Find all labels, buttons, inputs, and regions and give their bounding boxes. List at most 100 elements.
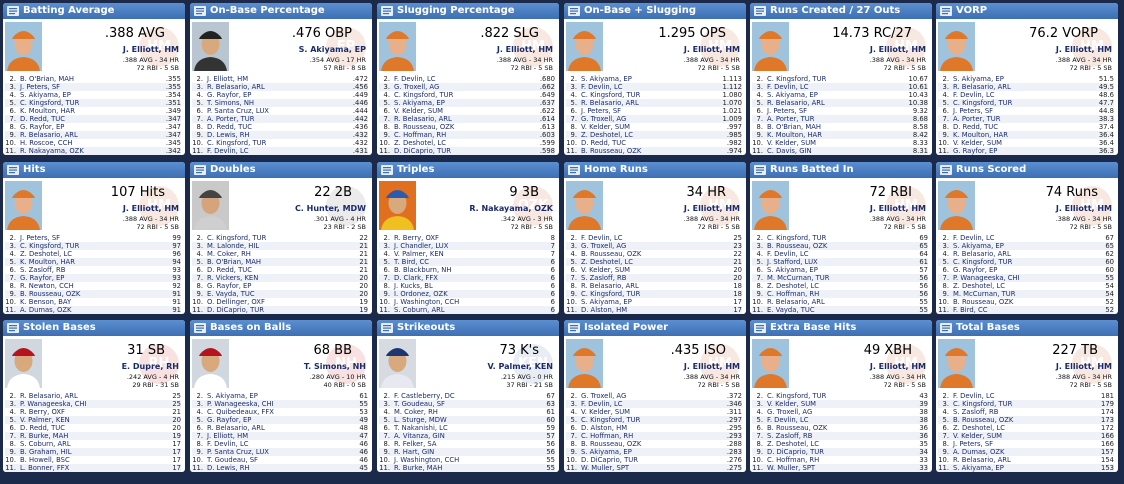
player-name[interactable]: D. Redd, TUC <box>953 123 998 131</box>
list-item[interactable]: 8. R. Newton, CCH 92 <box>5 282 182 290</box>
list-item[interactable]: 5. T. Simons, NH .446 <box>192 99 368 107</box>
list-item[interactable]: 7. P. Wanageeska, CHI 55 <box>938 274 1114 282</box>
player-name[interactable]: A. Porter, TUR <box>953 115 1001 123</box>
player-name[interactable]: G. Troxell, AG <box>581 115 627 123</box>
player-name[interactable]: V. Palmer, KEN <box>20 416 70 424</box>
panel-header[interactable]: Doubles <box>190 162 372 178</box>
list-item[interactable]: 5. G. Rayfor, EP 49 <box>192 416 368 424</box>
player-name[interactable]: Z. Deshotel, LC <box>767 282 819 290</box>
leader-name[interactable]: J. Elliott, HM <box>869 362 926 371</box>
list-item[interactable]: 5. J. Stafford, LUX 61 <box>752 258 928 266</box>
player-name[interactable]: J. Peters, SF <box>953 107 994 115</box>
player-name[interactable]: T. Simons, NH <box>207 99 255 107</box>
player-name[interactable]: M. Lalonde, HIL <box>207 242 260 250</box>
player-name[interactable]: R. Burke, MAH <box>394 464 443 472</box>
player-name[interactable]: C. Kingsford, TUR <box>953 258 1013 266</box>
player-name[interactable]: P. Wanageeska, CHI <box>953 274 1020 282</box>
list-item[interactable]: 11. G. Rayfor, EP 36.3 <box>938 147 1114 155</box>
leader-block[interactable]: KEN 73 K's V. Palmer, KEN .215 AVG - 0 HR 37… <box>377 337 559 391</box>
player-name[interactable]: S. Akiyama, EP <box>581 448 632 456</box>
player-name[interactable]: D. DiCaprio, TUR <box>394 147 451 155</box>
player-name[interactable]: E. Vayda, TUC <box>207 290 255 298</box>
leader-block[interactable]: HM 49 XBH J. Elliott, HM .388 AVG - 34 HR 72… <box>750 337 932 391</box>
list-item[interactable]: 11. C. Davis, GIN 8.31 <box>752 147 928 155</box>
player-name[interactable]: C. Kingsford, TUR <box>20 242 80 250</box>
player-photo[interactable] <box>752 22 789 71</box>
player-name[interactable]: S. Zasloff, RB <box>953 408 999 416</box>
player-name[interactable]: T. Goudeau, SF <box>394 400 445 408</box>
player-name[interactable]: S. Coburn, ARL <box>20 440 71 448</box>
player-name[interactable]: R. Vickers, KEN <box>207 274 259 282</box>
player-name[interactable]: D. Alston, HM <box>581 424 628 432</box>
list-item[interactable]: 11. W. Muller, SPT 33 <box>752 464 928 472</box>
player-name[interactable]: F. Devlin, LC <box>767 416 809 424</box>
leader-block[interactable]: OZK 9 3B R. Nakayama, OZK .342 AVG - 3 HR 72… <box>377 179 559 233</box>
list-item[interactable]: 4. C. Quibedeaux, FFX 53 <box>192 408 369 416</box>
player-name[interactable]: A. Dumas, OZK <box>20 306 72 314</box>
list-item[interactable]: 11. A. Dumas, OZK 91 <box>5 306 181 314</box>
player-name[interactable]: K. Moulton, HAR <box>20 107 75 115</box>
list-item[interactable]: 8. B. Rousseau, OZK .288 <box>566 440 743 448</box>
list-item[interactable]: 5. R. Belasario, ARL 10.38 <box>752 99 928 107</box>
list-item[interactable]: 3. F. Devlin, LC 1.112 <box>566 83 742 91</box>
list-item[interactable]: 9. I. Ordonez, OZK 6 <box>379 290 555 298</box>
list-item[interactable]: 10. K. Benson, BAY 91 <box>5 298 181 306</box>
player-photo[interactable] <box>379 22 416 71</box>
panel-header[interactable]: Slugging Percentage <box>377 3 559 19</box>
list-item[interactable]: 2. B. O'Brian, MAH .355 <box>5 75 182 83</box>
player-name[interactable]: V. Kelder, SUM <box>581 123 631 131</box>
player-name[interactable]: K. Moulton, HAR <box>20 258 75 266</box>
leader-name[interactable]: T. Simons, NH <box>303 362 366 371</box>
player-name[interactable]: J. Stafford, LUX <box>767 258 818 266</box>
list-item[interactable]: 2. C. Kingsford, TUR 10.67 <box>752 75 929 83</box>
player-name[interactable]: V. Kelder, SUM <box>581 266 631 274</box>
list-item[interactable]: 3. F. Devlin, LC 10.61 <box>752 83 928 91</box>
list-item[interactable]: 8. G. Rayfor, EP .347 <box>5 123 182 131</box>
player-name[interactable]: Z. Deshotel, LC <box>20 250 72 258</box>
list-item[interactable]: 8. J. Kucks, BL 6 <box>379 282 556 290</box>
list-item[interactable]: 10. B. Rousseau, OZK 52 <box>938 298 1114 306</box>
player-name[interactable]: G. Troxell, AG <box>394 83 440 91</box>
player-name[interactable]: D. Lewis, RH <box>207 464 250 472</box>
list-item[interactable]: 11. F. Devlin, LC .431 <box>192 147 368 155</box>
leader-name[interactable]: J. Elliott, HM <box>496 45 553 54</box>
list-item[interactable]: 9. R. Belasario, ARL .347 <box>5 131 181 139</box>
list-item[interactable]: 4. Z. Deshotel, LC 96 <box>5 250 182 258</box>
list-item[interactable]: 7. R. Vickers, KEN 20 <box>192 274 368 282</box>
player-name[interactable]: S. Akiyama, EP <box>953 464 1004 472</box>
list-item[interactable]: 11. D. Alston, HM 17 <box>566 306 742 314</box>
player-name[interactable]: B. Rousseau, OZK <box>581 250 642 258</box>
list-item[interactable]: 2. G. Troxell, AG .372 <box>566 392 743 400</box>
player-photo[interactable] <box>566 22 603 71</box>
list-item[interactable]: 2. S. Akiyama, EP 51.5 <box>938 75 1115 83</box>
list-item[interactable]: 10. R. Belasario, ARL 55 <box>752 298 928 306</box>
player-name[interactable]: B. Rousseau, OZK <box>20 290 81 298</box>
panel-header[interactable]: Hits <box>3 162 185 178</box>
player-name[interactable]: G. Rayfor, EP <box>20 123 65 131</box>
player-name[interactable]: C. Kingsford, TUR <box>953 99 1013 107</box>
list-item[interactable]: 3. R. Belasario, ARL 49.5 <box>938 83 1114 91</box>
list-item[interactable]: 3. V. Kelder, SUM 39 <box>752 400 928 408</box>
panel-header[interactable]: Runs Batted In <box>750 162 932 178</box>
player-name[interactable]: Z. Deshotel, LC <box>394 139 446 147</box>
player-name[interactable]: B. O'Brian, MAH <box>207 258 261 266</box>
leader-block[interactable]: HM 14.73 RC/27 J. Elliott, HM .388 AVG - 34… <box>750 20 932 74</box>
player-name[interactable]: I. Ordonez, OZK <box>394 290 448 298</box>
player-name[interactable]: D. Redd, TUC <box>207 123 252 131</box>
list-item[interactable]: 7. A. Porter, TUR .442 <box>192 115 368 123</box>
player-photo[interactable] <box>192 22 229 71</box>
list-item[interactable]: 7. G. Rayfor, EP 93 <box>5 274 181 282</box>
player-photo[interactable] <box>379 339 416 388</box>
player-name[interactable]: D. DiCaprio, TUR <box>767 448 824 456</box>
list-item[interactable]: 2. F. Devlin, LC .680 <box>379 75 556 83</box>
player-name[interactable]: V. Kelder, SUM <box>767 139 817 147</box>
player-name[interactable]: W. Muller, SPT <box>767 464 816 472</box>
player-name[interactable]: G. Troxell, AG <box>581 392 627 400</box>
player-photo[interactable] <box>566 339 603 388</box>
leader-block[interactable]: HM 227 TB J. Elliott, HM .388 AVG - 34 HR 72… <box>936 337 1118 391</box>
list-item[interactable]: 4. S. Akiyama, EP 10.43 <box>752 91 929 99</box>
player-name[interactable]: S. Akiyama, EP <box>767 91 818 99</box>
list-item[interactable]: 10. R. Belasario, ARL 154 <box>938 456 1114 464</box>
list-item[interactable]: 7. A. Porter, TUR 8.68 <box>752 115 928 123</box>
list-item[interactable]: 5. V. Palmer, KEN 20 <box>5 416 181 424</box>
